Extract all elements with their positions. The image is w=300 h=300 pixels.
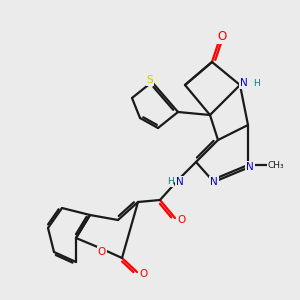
- Text: N: N: [246, 162, 254, 172]
- Text: H: H: [254, 79, 260, 88]
- Text: N: N: [210, 177, 218, 187]
- Text: S: S: [147, 75, 153, 85]
- Text: H: H: [167, 178, 173, 187]
- Text: N: N: [240, 78, 248, 88]
- Text: O: O: [177, 215, 185, 225]
- Text: O: O: [218, 29, 226, 43]
- Text: O: O: [98, 247, 106, 257]
- Text: O: O: [139, 269, 147, 279]
- Text: CH₃: CH₃: [268, 160, 284, 169]
- Text: N: N: [176, 177, 184, 187]
